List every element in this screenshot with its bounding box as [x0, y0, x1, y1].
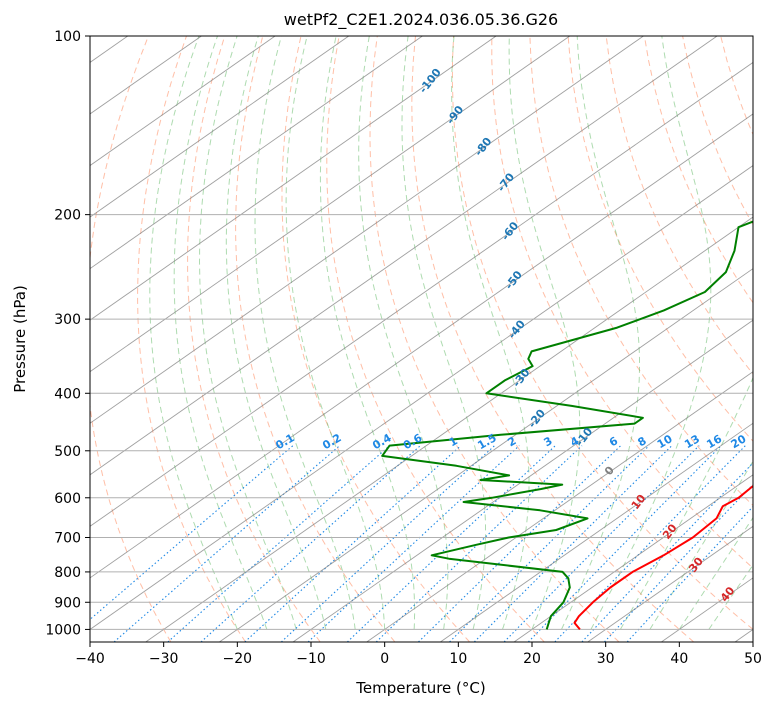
dry-adiabat-line — [187, 36, 321, 642]
isotherm-line — [587, 525, 753, 642]
x-tick-label: 50 — [744, 651, 762, 667]
x-axis-title: Temperature (°C) — [355, 679, 485, 697]
mixing-ratio-line — [307, 445, 520, 642]
mixing-ratio-line — [449, 445, 650, 642]
mixing-ratio-line — [113, 445, 341, 642]
dewpoint-line — [381, 220, 753, 630]
y-axis-title: Pressure (hPa) — [11, 285, 29, 393]
moist-adiabat-line — [198, 36, 297, 630]
isotherm-line — [90, 36, 497, 321]
chart-title: wetPf2_C2E1.2024.036.05.36.G26 — [284, 10, 558, 30]
pressure-gridlines — [90, 36, 753, 630]
isotherm-line — [90, 36, 276, 167]
dry-adiabat-line — [326, 36, 545, 642]
mixing-ratio-line — [244, 445, 462, 642]
x-tick-label: 30 — [597, 651, 615, 667]
dry-adiabat-line — [369, 36, 620, 642]
moist-adiabat-line — [358, 36, 449, 630]
isotherm-line — [440, 422, 753, 642]
mixing-ratio-line — [346, 445, 556, 642]
x-tick-label: 0 — [380, 651, 389, 667]
moist-adiabat-line — [254, 36, 356, 630]
y-tick-label: 700 — [54, 531, 81, 547]
isotherms — [90, 36, 753, 642]
dry-adiabat-line — [451, 36, 753, 631]
x-tick-label: 10 — [449, 651, 467, 667]
axes: −40 −30 −20 −10 0 10 20 30 40 50 100 200 300 400 500 60… — [45, 29, 762, 667]
isotherm-line — [90, 36, 571, 373]
isotherm-line — [90, 36, 644, 424]
y-tick-label: 600 — [54, 491, 81, 507]
isotherm-line — [90, 36, 423, 270]
mixing-ratio-line — [418, 445, 622, 642]
isotherm-line — [90, 113, 753, 579]
plot-frame — [89, 35, 754, 643]
moist-adiabat-line — [225, 36, 327, 630]
mixing-ratio-line — [167, 445, 390, 642]
mixing-ratio-line — [581, 462, 753, 642]
y-tick-label: 100 — [54, 29, 81, 45]
moist-adiabat-line — [590, 36, 712, 630]
dry-adiabat-line — [491, 36, 753, 569]
isotherm-line — [292, 319, 753, 642]
y-tick-label: 300 — [54, 312, 81, 328]
moist-adiabat-line — [173, 36, 268, 630]
x-tick-label: −10 — [296, 651, 326, 667]
moist-adiabat-line — [649, 460, 753, 630]
isotherm-line — [366, 371, 753, 642]
moist-adiabat-line — [149, 36, 238, 630]
mixing-ratio-line — [503, 445, 700, 642]
mixing-ratio-line — [280, 445, 495, 642]
mixing-ratio-line — [626, 505, 753, 642]
isotherm-line — [219, 268, 753, 642]
dry-adiabat-line — [281, 36, 470, 642]
moist-adiabat-line — [561, 36, 640, 630]
moist-adiabat-line — [451, 36, 530, 630]
moist-adiabat-line — [319, 36, 416, 630]
dry-adiabat-line — [137, 36, 246, 642]
x-tick-label: 40 — [670, 651, 688, 667]
moist-adiabat-line — [285, 36, 386, 630]
x-tick-label: 20 — [523, 651, 541, 667]
y-tick-label: 800 — [54, 565, 81, 581]
x-tick-label: −40 — [75, 651, 105, 667]
isotherm-line — [90, 61, 753, 527]
y-tick-label: 1000 — [45, 622, 81, 638]
y-tick-label: 200 — [54, 208, 81, 224]
y-tick-label: 500 — [54, 444, 81, 460]
mixing-ratio-line — [527, 445, 722, 642]
x-tick-label: −30 — [149, 651, 179, 667]
isotherm-line — [90, 164, 753, 630]
moist-adiabats — [149, 36, 753, 630]
y-tick-label: 400 — [54, 386, 81, 402]
x-tick-label: −20 — [223, 651, 253, 667]
isotherm-line — [90, 36, 350, 218]
mixing-ratio-line — [90, 445, 294, 621]
moist-adiabat-line — [508, 36, 581, 630]
moist-adiabat-line — [678, 516, 753, 630]
temperature-line — [573, 484, 753, 631]
dry-adiabat-line — [567, 36, 753, 442]
moist-adiabat-line — [708, 564, 753, 630]
plot-area: 0.1 0.2 0.4 0.6 1 1.5 2 3 4 6 8 10 13 16 20-100-90-80-… — [90, 36, 753, 642]
isotherm-line — [90, 36, 718, 476]
series-lines — [381, 220, 753, 631]
moist-adiabat-line — [401, 36, 486, 630]
isotherm-line — [513, 474, 753, 642]
y-tick-label: 900 — [54, 595, 81, 611]
